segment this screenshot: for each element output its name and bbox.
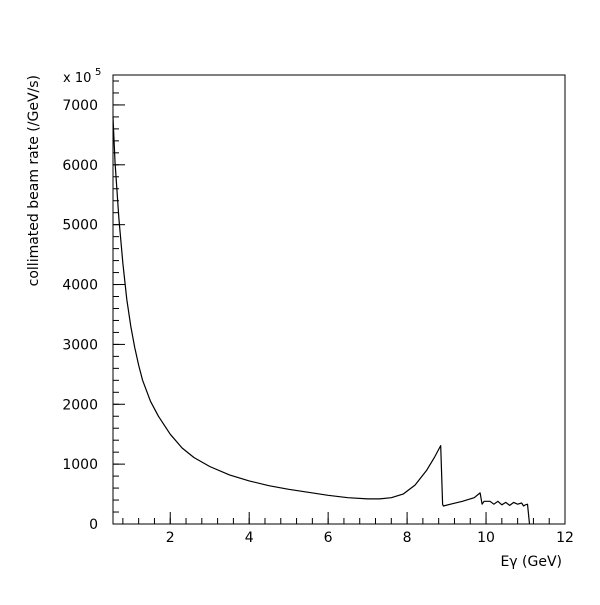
x-tick-label: 10 bbox=[477, 530, 495, 546]
x-axis-ticks: 2 4 6 8 10 12 bbox=[122, 512, 574, 546]
y-tick-label: 0 bbox=[89, 517, 98, 533]
y-axis-ticks: 0 1000 2000 3000 4000 5000 6000 7000 bbox=[62, 80, 125, 533]
y-tick-label: 3000 bbox=[62, 337, 98, 353]
x-tick-label: 6 bbox=[324, 530, 333, 546]
y-multiplier-label: x 10 bbox=[63, 71, 91, 86]
y-tick-label: 1000 bbox=[62, 457, 98, 473]
series-layer bbox=[112, 116, 531, 525]
y-multiplier-exponent: 5 bbox=[95, 67, 101, 78]
x-tick-label: 8 bbox=[403, 530, 412, 546]
y-tick-label: 2000 bbox=[62, 397, 98, 413]
y-axis-label: collimated beam rate (/GeV/s) bbox=[26, 75, 42, 286]
series-line bbox=[112, 116, 531, 525]
y-tick-label: 5000 bbox=[62, 218, 98, 234]
x-tick-label: 12 bbox=[556, 530, 574, 546]
x-tick-label: 2 bbox=[166, 530, 175, 546]
x-tick-label: 4 bbox=[245, 530, 254, 546]
y-tick-label: 6000 bbox=[62, 158, 98, 174]
y-tick-label: 7000 bbox=[62, 98, 98, 114]
y-tick-label: 4000 bbox=[62, 278, 98, 294]
x-axis-label: Eγ (GeV) bbox=[500, 554, 562, 570]
plot-frame bbox=[112, 74, 566, 525]
